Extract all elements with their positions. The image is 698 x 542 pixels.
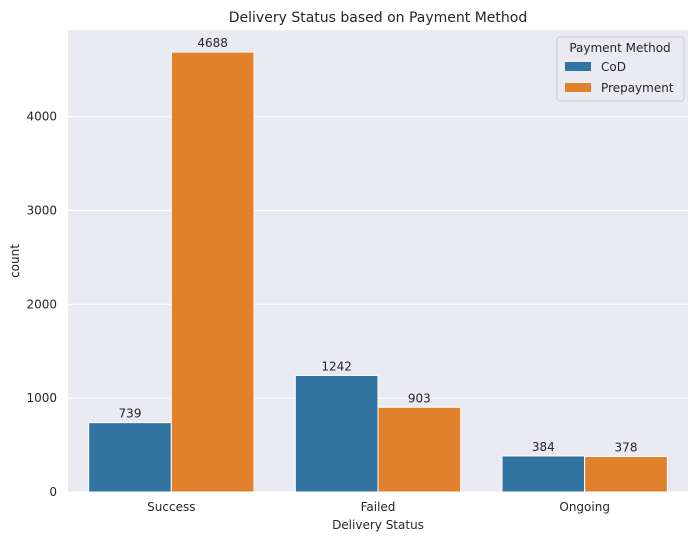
bar-prepayment-failed — [377, 406, 462, 493]
bar-label-cod-success: 739 — [119, 407, 142, 421]
y-tick-label: 3000 — [26, 203, 57, 217]
bar-label-cod-failed: 1242 — [321, 359, 352, 373]
legend: Payment Method CoD Prepayment — [556, 36, 685, 102]
bar-cod-ongoing — [501, 455, 586, 493]
legend-label-prepayment: Prepayment — [601, 81, 674, 95]
bar-label-cod-ongoing: 384 — [532, 440, 555, 454]
y-tick-labels: 0 1000 2000 3000 4000 — [26, 110, 57, 499]
legend-title: Payment Method — [569, 41, 670, 55]
legend-swatch-prepayment — [565, 83, 591, 92]
y-axis-label: count — [8, 244, 22, 278]
bar-label-prepayment-success: 4688 — [197, 36, 228, 50]
bars — [88, 51, 668, 493]
x-tick-label: Success — [147, 500, 195, 514]
x-tick-label: Ongoing — [559, 500, 610, 514]
x-tick-labels: Success Failed Ongoing — [147, 500, 610, 514]
bar-prepayment-success — [170, 51, 255, 493]
bar-cod-success — [88, 422, 172, 493]
bar-label-prepayment-failed: 903 — [408, 391, 431, 405]
y-tick-label: 0 — [49, 485, 57, 499]
legend-swatch-cod — [565, 62, 591, 71]
y-tick-label: 4000 — [26, 110, 57, 124]
x-axis-label: Delivery Status — [332, 518, 424, 532]
y-tick-label: 2000 — [26, 297, 57, 311]
bar-labels: 739 4688 1242 903 384 378 — [119, 36, 638, 454]
legend-label-cod: CoD — [601, 60, 626, 74]
y-tick-label: 1000 — [26, 391, 57, 405]
bar-prepayment-ongoing — [584, 456, 668, 493]
x-tick-label: Failed — [361, 500, 396, 514]
chart-title: Delivery Status based on Payment Method — [229, 10, 527, 26]
bar-cod-failed — [294, 374, 379, 493]
bar-label-prepayment-ongoing: 378 — [615, 441, 638, 455]
